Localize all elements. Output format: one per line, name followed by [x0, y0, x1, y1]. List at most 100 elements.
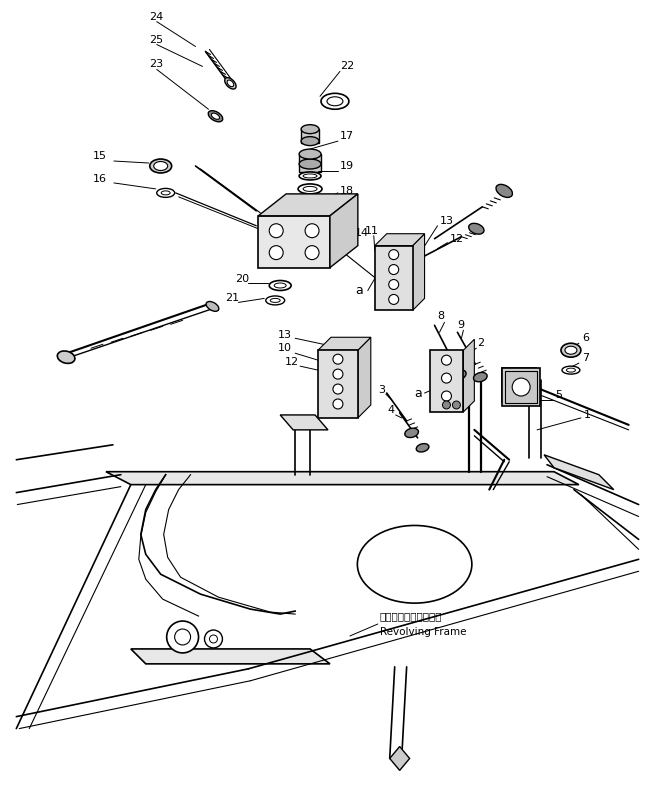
Circle shape — [175, 629, 191, 645]
Circle shape — [389, 264, 399, 275]
Text: 9: 9 — [457, 320, 465, 330]
Text: 4: 4 — [388, 405, 395, 415]
Polygon shape — [358, 337, 371, 418]
Circle shape — [452, 401, 461, 409]
Ellipse shape — [161, 191, 170, 195]
Polygon shape — [389, 746, 410, 770]
Circle shape — [511, 377, 527, 393]
Circle shape — [305, 224, 319, 237]
Ellipse shape — [208, 110, 223, 121]
Ellipse shape — [496, 185, 513, 197]
Ellipse shape — [154, 161, 168, 170]
Circle shape — [167, 621, 198, 653]
Polygon shape — [330, 194, 358, 268]
Ellipse shape — [269, 280, 291, 291]
Text: レボルビングフレーム: レボルビングフレーム — [380, 611, 442, 621]
Polygon shape — [375, 234, 424, 245]
Text: 15: 15 — [93, 151, 107, 161]
Bar — [299, 154, 321, 172]
Bar — [502, 368, 540, 406]
Text: a: a — [415, 387, 422, 400]
Ellipse shape — [416, 443, 429, 452]
Text: 12: 12 — [450, 233, 463, 244]
Text: 3: 3 — [378, 385, 385, 395]
Ellipse shape — [451, 370, 466, 380]
Text: 21: 21 — [226, 293, 240, 304]
Bar — [430, 350, 463, 412]
Polygon shape — [106, 471, 579, 485]
Ellipse shape — [327, 97, 343, 105]
Circle shape — [209, 635, 218, 643]
Bar — [318, 350, 358, 418]
Text: a: a — [355, 284, 363, 297]
Ellipse shape — [211, 113, 220, 119]
Ellipse shape — [299, 159, 321, 169]
Text: 13: 13 — [439, 216, 454, 226]
Ellipse shape — [561, 344, 581, 357]
Circle shape — [305, 245, 319, 260]
Ellipse shape — [565, 346, 577, 354]
Text: 19: 19 — [340, 161, 354, 171]
Polygon shape — [318, 337, 371, 350]
Circle shape — [269, 224, 283, 237]
Polygon shape — [413, 234, 424, 310]
Text: 17: 17 — [340, 131, 354, 141]
Polygon shape — [280, 415, 328, 430]
Text: 8: 8 — [437, 312, 445, 321]
Ellipse shape — [405, 428, 419, 438]
Text: 10: 10 — [278, 344, 292, 353]
Circle shape — [389, 249, 399, 260]
Circle shape — [333, 369, 343, 379]
Text: 14: 14 — [355, 228, 369, 238]
Text: 1: 1 — [584, 410, 591, 420]
Text: Revolving Frame: Revolving Frame — [380, 627, 467, 637]
Ellipse shape — [566, 368, 575, 372]
Ellipse shape — [150, 159, 172, 173]
Polygon shape — [131, 649, 330, 664]
Circle shape — [333, 399, 343, 409]
Circle shape — [512, 378, 530, 396]
Bar — [505, 371, 533, 399]
Circle shape — [389, 295, 399, 304]
Circle shape — [389, 280, 399, 289]
Text: 13: 13 — [278, 330, 292, 340]
Ellipse shape — [301, 125, 319, 133]
Ellipse shape — [299, 172, 321, 180]
Text: 23: 23 — [149, 59, 163, 70]
Circle shape — [333, 384, 343, 394]
Ellipse shape — [562, 366, 580, 374]
Polygon shape — [259, 194, 358, 216]
Ellipse shape — [206, 301, 219, 312]
Circle shape — [205, 630, 222, 648]
Ellipse shape — [303, 174, 317, 178]
Circle shape — [333, 354, 343, 364]
Text: 16: 16 — [93, 174, 107, 184]
Text: 25: 25 — [149, 34, 163, 45]
Bar — [375, 245, 413, 310]
Text: 2: 2 — [478, 338, 485, 348]
Ellipse shape — [357, 526, 472, 603]
Bar — [505, 371, 537, 403]
Text: 22: 22 — [340, 62, 354, 71]
Ellipse shape — [298, 184, 322, 194]
Bar — [259, 216, 330, 268]
Ellipse shape — [303, 186, 317, 192]
Text: 5: 5 — [555, 390, 562, 400]
Bar — [301, 129, 319, 143]
Text: 7: 7 — [582, 353, 589, 364]
Text: 18: 18 — [340, 186, 354, 196]
Ellipse shape — [274, 283, 286, 288]
Ellipse shape — [157, 189, 175, 197]
Ellipse shape — [469, 224, 484, 234]
Polygon shape — [463, 340, 474, 412]
Text: 20: 20 — [235, 273, 249, 284]
Ellipse shape — [57, 351, 75, 364]
Circle shape — [441, 391, 452, 401]
Circle shape — [269, 245, 283, 260]
Ellipse shape — [321, 93, 349, 109]
Text: 6: 6 — [582, 333, 589, 344]
Ellipse shape — [299, 149, 321, 159]
Ellipse shape — [270, 299, 280, 302]
Ellipse shape — [227, 80, 234, 86]
Bar — [502, 368, 536, 402]
